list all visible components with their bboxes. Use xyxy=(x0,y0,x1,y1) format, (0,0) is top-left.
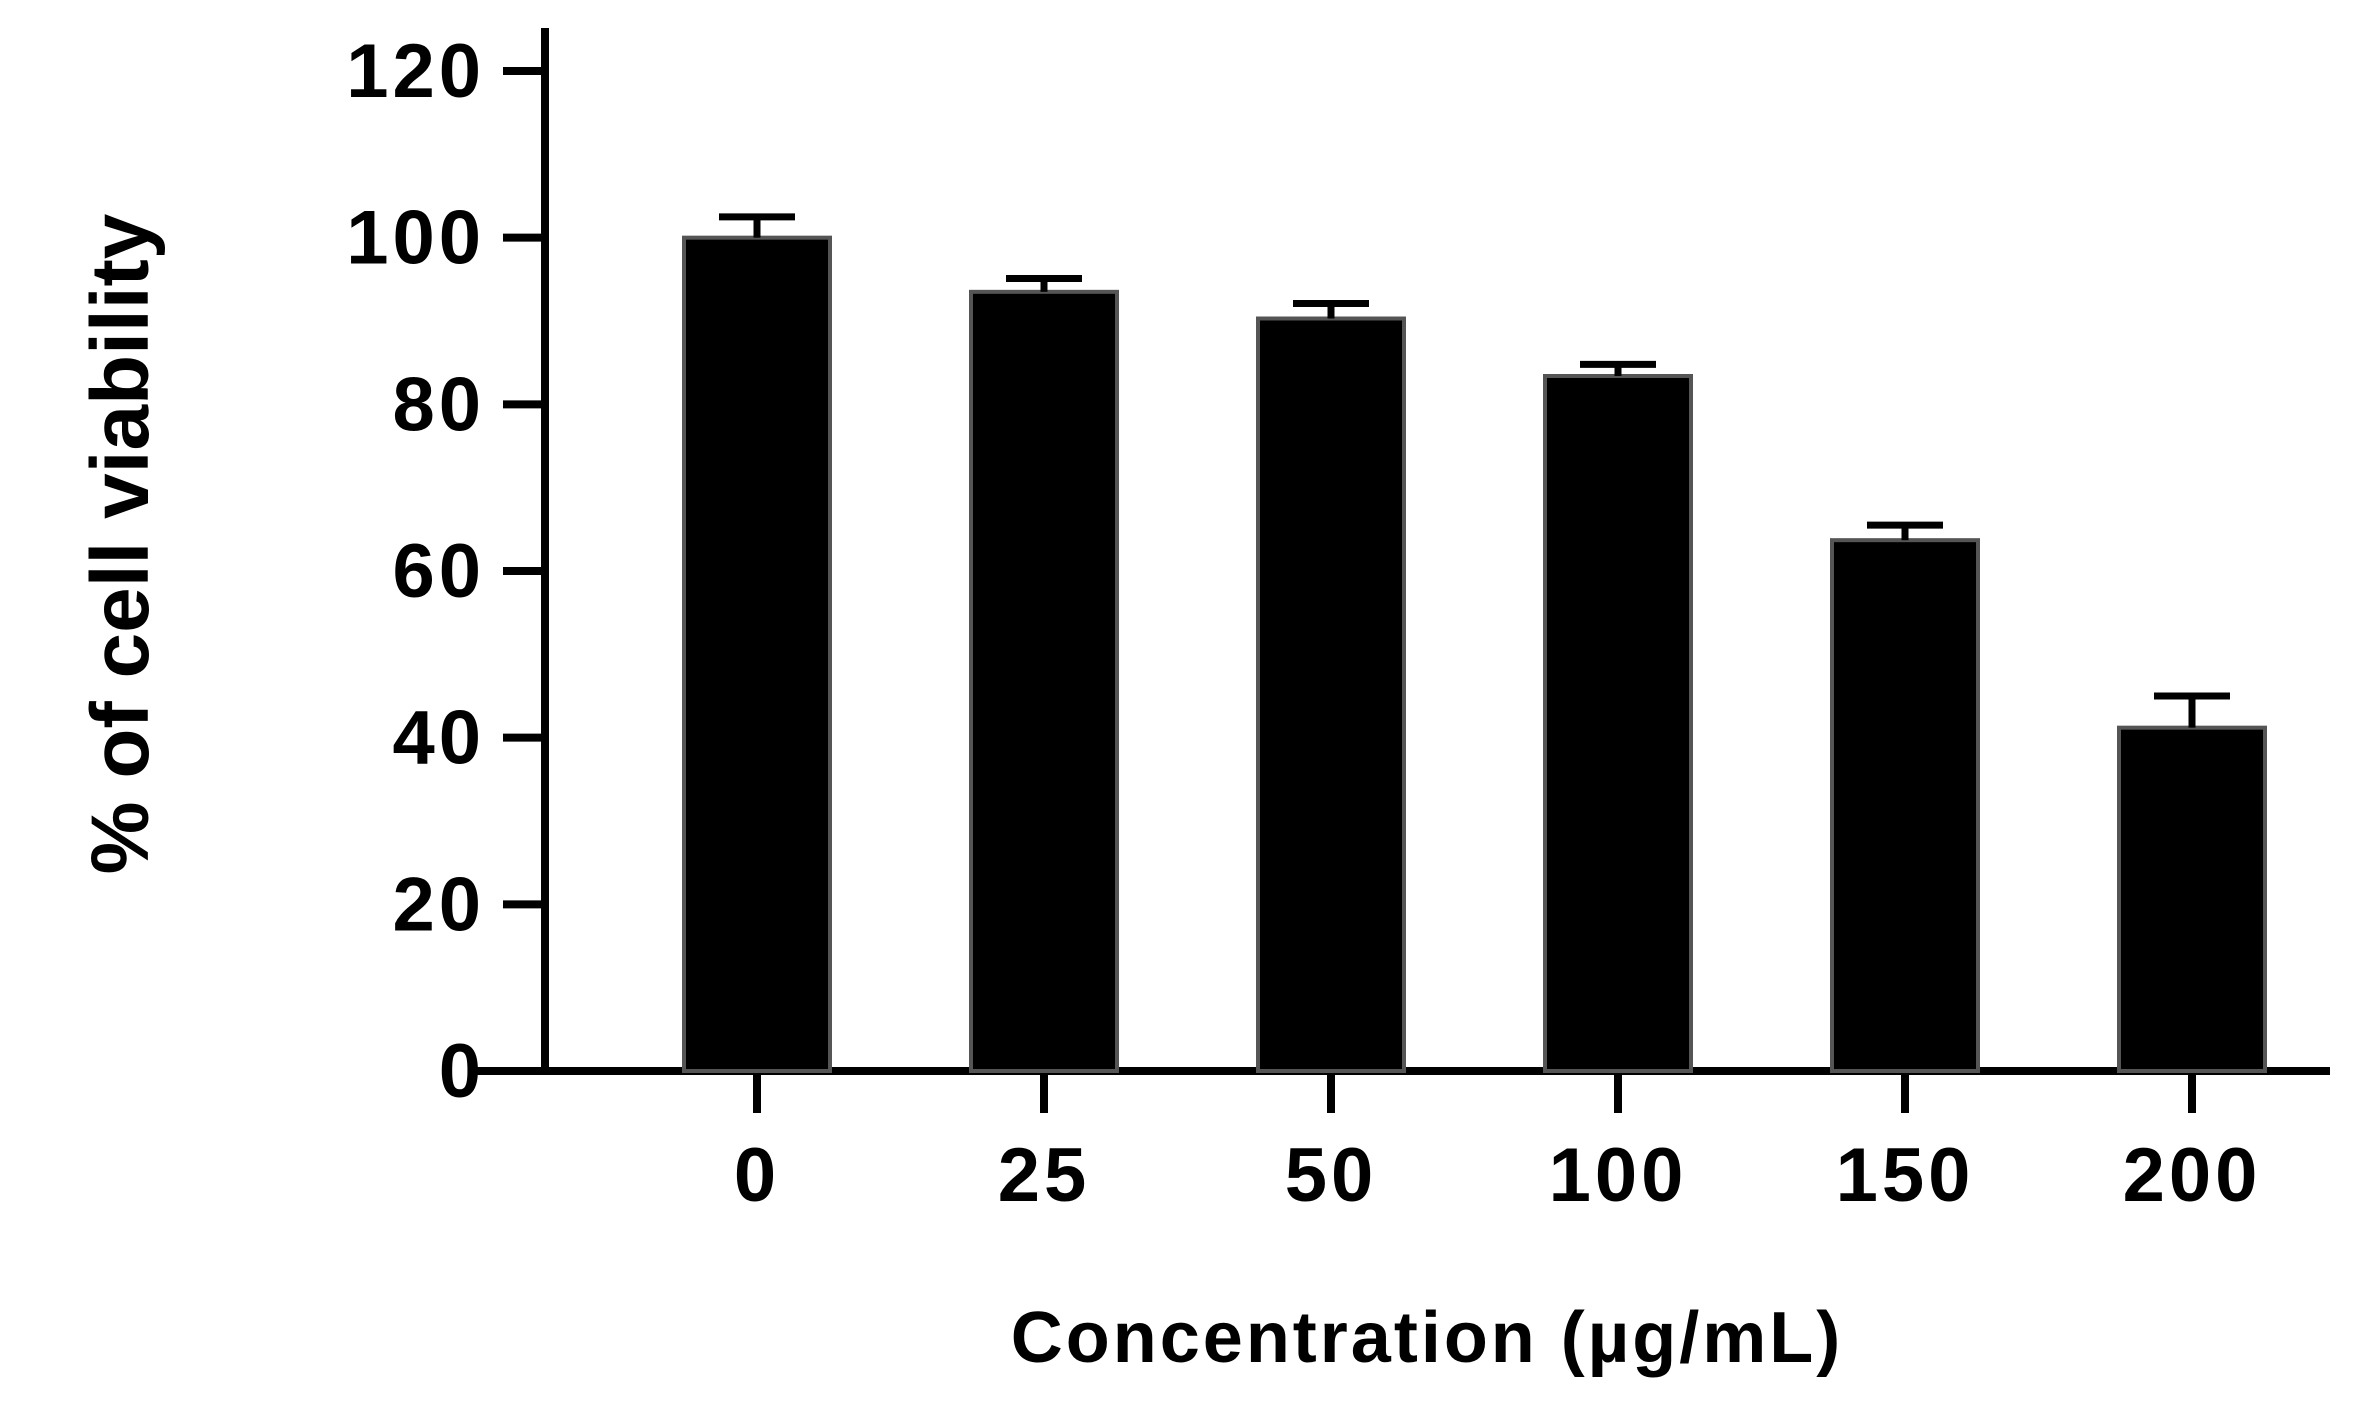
bar xyxy=(682,235,832,1073)
bar xyxy=(969,289,1119,1074)
y-axis-title-group: % of cell viability xyxy=(75,213,166,874)
y-ticks: 0 20 40 60 80 100 120 xyxy=(346,29,541,1114)
bar xyxy=(1830,538,1980,1073)
bar xyxy=(2117,725,2267,1074)
error-bars xyxy=(719,213,2230,728)
y-tick-label: 80 xyxy=(392,362,485,447)
y-tick-label: 20 xyxy=(392,862,485,947)
bar xyxy=(1543,374,1693,1073)
y-tick-label: 60 xyxy=(392,529,485,614)
y-tick-label: 0 xyxy=(439,1029,485,1114)
x-axis-title: Concentration (µg/mL) xyxy=(1011,1298,1843,1378)
y-tick-label: 120 xyxy=(346,29,485,114)
x-tick-label: 100 xyxy=(1549,1133,1688,1218)
x-tick-label: 200 xyxy=(2123,1133,2262,1218)
bar xyxy=(1256,316,1406,1073)
x-ticks: 0 25 50 100 150 200 xyxy=(734,1075,2262,1218)
y-axis-title: % of cell viability xyxy=(75,213,166,874)
x-tick-label: 0 xyxy=(734,1133,780,1218)
y-tick-label: 100 xyxy=(346,196,485,281)
x-tick-label: 25 xyxy=(998,1133,1091,1218)
x-tick-label: 150 xyxy=(1836,1133,1975,1218)
y-tick-label: 40 xyxy=(392,696,485,781)
x-tick-label: 50 xyxy=(1285,1133,1378,1218)
bars xyxy=(682,235,2267,1074)
